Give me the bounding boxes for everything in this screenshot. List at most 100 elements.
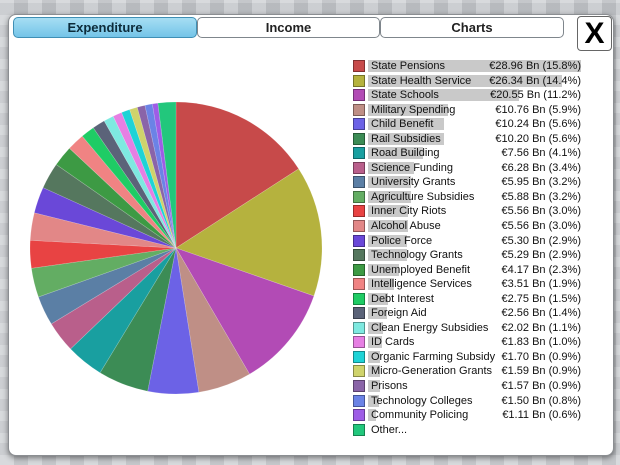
expenditure-legend: State Pensions €28.96 Bn (15.8%) State Hea… xyxy=(353,59,581,437)
legend-value: €26.34 Bn (14.4%) xyxy=(489,74,581,87)
legend-value: €1.57 Bn (0.9%) xyxy=(501,380,582,393)
legend-swatch xyxy=(353,74,365,87)
pie-slice xyxy=(55,147,177,249)
legend-row[interactable]: Agriculture Subsidies €5.88 Bn (3.2%) xyxy=(353,190,581,205)
legend-swatch xyxy=(353,190,365,203)
close-button[interactable]: X xyxy=(577,16,612,51)
pie-slice xyxy=(175,101,300,249)
legend-label: Police Force xyxy=(371,234,433,247)
legend-label: Agriculture Subsidies xyxy=(371,190,475,203)
legend-row[interactable]: Organic Farming Subsidy €1.70 Bn (0.9%) xyxy=(353,350,581,365)
legend-value: €3.51 Bn (1.9%) xyxy=(501,278,582,291)
legend-row[interactable]: Child Benefit €10.24 Bn (5.6%) xyxy=(353,117,581,132)
legend-value: €28.96 Bn (15.8%) xyxy=(489,60,581,72)
legend-row[interactable]: Alcohol Abuse €5.56 Bn (3.0%) xyxy=(353,219,581,234)
legend-share-bar xyxy=(368,365,381,378)
legend-label: Prisons xyxy=(371,380,408,393)
legend-swatch xyxy=(353,394,365,407)
legend-share-bar xyxy=(368,89,519,102)
legend-share-bar xyxy=(368,234,408,247)
legend-row[interactable]: Prisons €1.57 Bn (0.9%) xyxy=(353,379,581,394)
legend-label: State Health Service xyxy=(371,74,472,87)
legend-share-bar xyxy=(368,220,409,233)
legend-label: Organic Farming Subsidy xyxy=(371,350,496,363)
legend-label: Other... xyxy=(371,423,408,436)
legend-share-bar xyxy=(368,74,563,87)
legend-row[interactable]: State Pensions €28.96 Bn (15.8%) xyxy=(353,59,581,74)
legend-share-bar xyxy=(368,132,444,145)
legend-row[interactable]: ID Cards €1.83 Bn (1.0%) xyxy=(353,335,581,350)
legend-value: €6.28 Bn (3.4%) xyxy=(501,161,582,174)
legend-row[interactable]: Clean Energy Subsidies €2.02 Bn (1.1%) xyxy=(353,321,581,336)
legend-row[interactable]: Technology Grants €5.29 Bn (2.9%) xyxy=(353,248,581,263)
tab-income[interactable]: Income xyxy=(197,17,380,38)
pie-slice xyxy=(144,103,177,249)
legend-label: Alcohol Abuse xyxy=(371,220,441,233)
legend-swatch xyxy=(353,220,365,233)
legend-row[interactable]: Technology Colleges €1.50 Bn (0.8%) xyxy=(353,394,581,409)
legend-row[interactable]: Other... xyxy=(353,423,581,438)
expenditure-pie-chart xyxy=(29,101,323,395)
legend-row[interactable]: Science Funding €6.28 Bn (3.4%) xyxy=(353,161,581,176)
legend-swatch xyxy=(353,176,365,189)
tab-expenditure[interactable]: Expenditure xyxy=(13,17,197,38)
legend-swatch xyxy=(353,147,365,160)
legend-row[interactable]: Debt Interest €2.75 Bn (1.5%) xyxy=(353,292,581,307)
legend-share-bar xyxy=(368,278,394,291)
legend-value: €5.29 Bn (2.9%) xyxy=(501,249,582,262)
pie-slice xyxy=(81,127,177,249)
legend-value: €20.55 Bn (11.2%) xyxy=(490,89,581,102)
legend-swatch xyxy=(353,336,365,349)
legend-share-bar xyxy=(368,292,389,305)
pie-slice xyxy=(175,168,323,297)
legend-swatch xyxy=(353,365,365,378)
legend-swatch xyxy=(353,60,365,72)
legend-value: €1.59 Bn (0.9%) xyxy=(501,365,582,378)
pie-slice xyxy=(152,102,177,249)
tab-charts[interactable]: Charts xyxy=(380,17,564,38)
legend-row[interactable]: University Grants €5.95 Bn (3.2%) xyxy=(353,175,581,190)
pie-slice xyxy=(175,247,250,393)
legend-label: Technology Colleges xyxy=(371,394,473,407)
legend-value: €2.75 Bn (1.5%) xyxy=(501,292,582,305)
legend-label: Road Building xyxy=(371,147,440,160)
legend-row[interactable]: Community Policing €1.11 Bn (0.6%) xyxy=(353,408,581,423)
pie-slice xyxy=(129,106,177,249)
legend-row[interactable]: Micro-Generation Grants €1.59 Bn (0.9%) xyxy=(353,364,581,379)
pie-slice xyxy=(50,247,177,350)
legend-row[interactable]: State Health Service €26.34 Bn (14.4%) xyxy=(353,74,581,89)
legend-value: €4.17 Bn (2.3%) xyxy=(501,263,582,276)
legend-label: Science Funding xyxy=(371,161,453,174)
legend-swatch xyxy=(353,103,365,116)
legend-row[interactable]: Police Force €5.30 Bn (2.9%) xyxy=(353,234,581,249)
legend-row[interactable]: Intelligence Services €3.51 Bn (1.9%) xyxy=(353,277,581,292)
legend-value: €1.50 Bn (0.8%) xyxy=(501,394,582,407)
pie-slice xyxy=(31,247,177,298)
legend-value: €2.56 Bn (1.4%) xyxy=(501,307,582,320)
pie-slice xyxy=(99,247,177,392)
pie-slice xyxy=(175,247,315,375)
legend-label: Community Policing xyxy=(371,409,469,422)
legend-row[interactable]: Inner City Riots €5.56 Bn (3.0%) xyxy=(353,204,581,219)
legend-row[interactable]: Rail Subsidies €10.20 Bn (5.6%) xyxy=(353,132,581,147)
legend-value: €1.70 Bn (0.9%) xyxy=(501,350,582,363)
legend-share-bar xyxy=(368,103,448,116)
legend-swatch xyxy=(353,234,365,247)
legend-share-bar xyxy=(368,380,381,393)
pie-slice xyxy=(157,101,177,249)
legend-row[interactable]: Road Building €7.56 Bn (4.1%) xyxy=(353,146,581,161)
legend-label: Child Benefit xyxy=(371,118,434,131)
legend-share-bar xyxy=(368,409,377,422)
legend-row[interactable]: Military Spending €10.76 Bn (5.9%) xyxy=(353,103,581,118)
legend-share-bar xyxy=(368,263,399,276)
legend-label: ID Cards xyxy=(371,336,415,349)
legend-value: €5.30 Bn (2.9%) xyxy=(501,234,582,247)
legend-row[interactable]: State Schools €20.55 Bn (11.2%) xyxy=(353,88,581,103)
legend-label: Inner City Riots xyxy=(371,205,447,218)
legend-label: Technology Grants xyxy=(371,249,463,262)
legend-label: State Schools xyxy=(371,89,439,102)
legend-value: €10.20 Bn (5.6%) xyxy=(495,132,581,145)
legend-label: Clean Energy Subsidies xyxy=(371,321,489,334)
legend-row[interactable]: Foreign Aid €2.56 Bn (1.4%) xyxy=(353,306,581,321)
legend-row[interactable]: Unemployed Benefit €4.17 Bn (2.3%) xyxy=(353,263,581,278)
